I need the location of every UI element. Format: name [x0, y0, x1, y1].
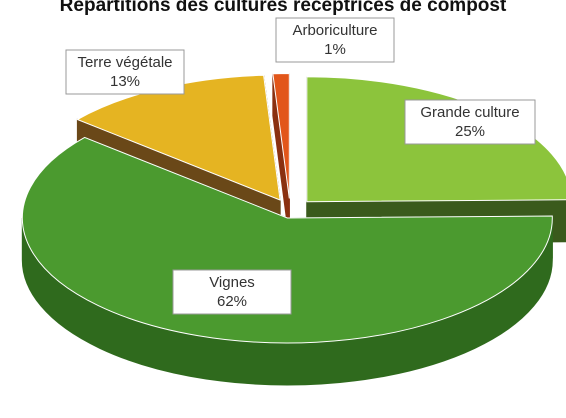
slice [272, 72, 290, 241]
label-box [65, 49, 185, 95]
slice-label: Terre végétale [77, 54, 172, 71]
slice-value-label: 25% [455, 123, 485, 140]
slice-top [272, 72, 290, 199]
label-box [404, 99, 536, 145]
slice-value-label: 62% [217, 293, 247, 310]
slice-label: Vignes [209, 274, 255, 291]
label-box [172, 269, 292, 315]
slice-top [21, 136, 553, 344]
label-box [275, 17, 395, 63]
slice-value-label: 1% [324, 41, 346, 58]
chart-title: Répartitions des cultures réceptrices de… [60, 0, 507, 16]
slice-label: Arboriculture [292, 22, 377, 39]
slice-value-label: 13% [110, 73, 140, 90]
slice-label: Grande culture [420, 104, 519, 121]
slice [21, 136, 553, 386]
